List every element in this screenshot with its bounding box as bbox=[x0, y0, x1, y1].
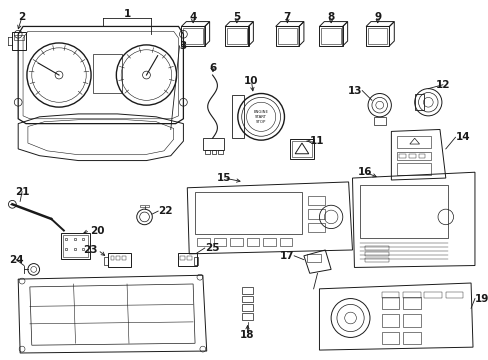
Bar bbox=[241, 313, 253, 320]
Bar bbox=[307, 209, 325, 219]
Text: 10: 10 bbox=[244, 76, 258, 86]
Bar bbox=[195, 192, 302, 234]
Bar bbox=[292, 141, 311, 157]
Text: 7: 7 bbox=[283, 12, 290, 22]
Bar bbox=[381, 314, 398, 327]
Bar bbox=[402, 292, 420, 298]
Bar bbox=[396, 152, 430, 159]
Bar bbox=[14, 35, 24, 40]
Text: 2: 2 bbox=[19, 12, 26, 22]
Text: 3: 3 bbox=[179, 41, 186, 51]
Bar bbox=[194, 257, 198, 265]
Text: 20: 20 bbox=[90, 225, 104, 235]
Bar bbox=[218, 150, 223, 154]
Bar bbox=[396, 136, 430, 148]
Bar bbox=[246, 238, 259, 246]
Bar bbox=[213, 238, 225, 246]
Bar bbox=[306, 254, 321, 262]
Bar bbox=[107, 253, 131, 267]
Bar bbox=[275, 26, 299, 46]
Bar bbox=[241, 287, 253, 294]
Bar bbox=[122, 256, 126, 260]
Bar bbox=[279, 238, 292, 246]
Text: 6: 6 bbox=[208, 63, 216, 73]
Bar bbox=[12, 32, 26, 50]
Bar bbox=[93, 54, 122, 93]
Text: 19: 19 bbox=[474, 293, 488, 303]
Bar bbox=[211, 150, 216, 154]
Bar bbox=[263, 238, 275, 246]
Bar bbox=[424, 292, 441, 298]
Bar bbox=[307, 223, 325, 233]
Bar bbox=[203, 138, 224, 150]
Bar bbox=[366, 26, 388, 46]
Text: 16: 16 bbox=[357, 167, 372, 177]
Text: 17: 17 bbox=[279, 251, 294, 261]
Text: ENGINE: ENGINE bbox=[253, 110, 268, 114]
Bar bbox=[290, 139, 313, 159]
Bar bbox=[396, 163, 430, 175]
Bar bbox=[367, 28, 386, 44]
Bar bbox=[381, 297, 398, 309]
Bar bbox=[365, 246, 388, 250]
Text: 12: 12 bbox=[435, 80, 449, 90]
Bar bbox=[231, 95, 243, 138]
Text: 25: 25 bbox=[204, 243, 219, 253]
Text: 18: 18 bbox=[240, 330, 254, 341]
Bar bbox=[61, 233, 90, 259]
Bar bbox=[204, 150, 209, 154]
Text: 4: 4 bbox=[189, 12, 196, 22]
Bar bbox=[110, 256, 114, 260]
Text: 15: 15 bbox=[217, 173, 231, 183]
Bar bbox=[225, 26, 248, 46]
Bar bbox=[381, 332, 398, 344]
Bar bbox=[63, 235, 88, 257]
Bar bbox=[116, 256, 120, 260]
Text: 13: 13 bbox=[347, 86, 362, 96]
Bar bbox=[180, 256, 185, 260]
Bar bbox=[140, 205, 149, 207]
Text: 14: 14 bbox=[455, 132, 469, 142]
Text: STOP: STOP bbox=[255, 120, 266, 124]
Bar bbox=[402, 314, 420, 327]
Bar bbox=[197, 238, 209, 246]
Bar bbox=[418, 154, 425, 158]
Bar bbox=[402, 332, 420, 344]
Bar bbox=[445, 292, 462, 298]
Bar bbox=[373, 117, 385, 125]
Bar bbox=[381, 292, 398, 298]
Bar bbox=[229, 238, 242, 246]
Bar bbox=[177, 253, 197, 266]
Bar bbox=[277, 28, 297, 44]
Bar bbox=[187, 256, 192, 260]
Bar bbox=[398, 154, 405, 158]
Text: 21: 21 bbox=[15, 187, 29, 197]
Bar bbox=[414, 94, 424, 110]
Text: 5: 5 bbox=[233, 12, 240, 22]
Text: 22: 22 bbox=[158, 206, 172, 216]
Bar bbox=[181, 26, 204, 46]
Bar bbox=[365, 252, 388, 256]
Bar bbox=[360, 185, 447, 238]
Bar bbox=[408, 154, 415, 158]
Text: 9: 9 bbox=[373, 12, 381, 22]
Text: 23: 23 bbox=[83, 245, 98, 255]
Bar bbox=[402, 297, 420, 309]
Bar bbox=[241, 296, 253, 302]
Bar bbox=[307, 195, 325, 205]
Text: START: START bbox=[255, 115, 266, 119]
Text: 24: 24 bbox=[9, 255, 23, 265]
Bar bbox=[183, 28, 203, 44]
Bar bbox=[321, 28, 340, 44]
Bar bbox=[103, 257, 107, 265]
Bar bbox=[241, 305, 253, 311]
Bar bbox=[319, 26, 342, 46]
Text: 11: 11 bbox=[309, 136, 324, 146]
Text: 8: 8 bbox=[327, 12, 334, 22]
Text: 1: 1 bbox=[123, 9, 130, 19]
Bar bbox=[226, 28, 246, 44]
Bar bbox=[365, 258, 388, 262]
